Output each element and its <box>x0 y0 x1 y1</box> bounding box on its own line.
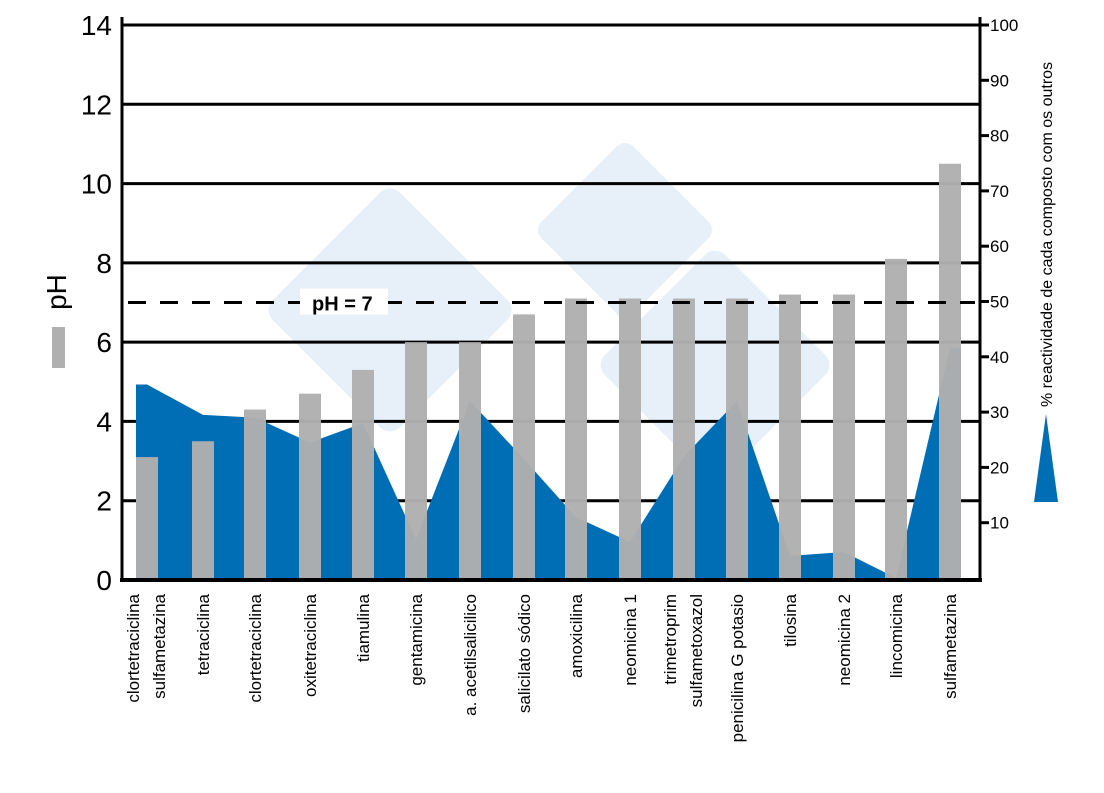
ph-bar <box>939 163 961 580</box>
category-label: neomicina 2 <box>835 594 854 686</box>
right-tick-label: 100 <box>990 16 1018 35</box>
ph-bar <box>779 294 801 580</box>
category-label: gentamicina <box>407 593 426 685</box>
category-label: oxitetraciclina <box>301 593 320 697</box>
left-tick-label: 12 <box>81 89 112 120</box>
ph7-label: pH = 7 <box>312 294 373 316</box>
right-tick-label: 70 <box>990 182 1009 201</box>
right-tick-label: 40 <box>990 348 1009 367</box>
ph-bar <box>244 409 266 580</box>
category-label: tetraciclina <box>194 593 213 675</box>
ph-bar <box>136 457 158 580</box>
right-tick-label: 10 <box>990 514 1009 533</box>
reactivity-legend-triangle <box>1034 414 1058 502</box>
left-tick-label: 10 <box>81 169 112 200</box>
category-label: tilosina <box>781 593 800 646</box>
reference-line: pH = 7 <box>128 288 975 316</box>
ph-bar <box>885 258 907 580</box>
ph-bar <box>833 294 855 580</box>
ph-bar <box>726 298 748 580</box>
ph-bar <box>459 342 481 580</box>
left-tick-label: 0 <box>96 565 112 596</box>
category-label: lincomicina <box>887 593 906 678</box>
right-axis-title: % reactividade de cada composto com os o… <box>1039 62 1056 407</box>
category-label: tiamulina <box>354 593 373 662</box>
legend: pH % reactividade de cada composto com os… <box>41 62 1058 502</box>
category-label: sulfametazina <box>941 593 960 698</box>
left-tick-label: 4 <box>96 406 112 437</box>
ph-bar <box>673 298 695 580</box>
category-labels: clortetraciclina sulfametazina tetraciclin… <box>124 593 960 742</box>
left-tick-label: 2 <box>96 486 112 517</box>
category-label: sulfametoxazol <box>687 594 706 707</box>
left-tick-label: 8 <box>96 248 112 279</box>
axes <box>120 17 982 582</box>
category-label: a. acetilsalicilico <box>461 594 480 716</box>
ph-bar <box>513 314 535 580</box>
category-label: sulfametazina <box>150 593 169 698</box>
ph-bar <box>405 342 427 580</box>
category-label: trimetroprim <box>661 594 680 685</box>
ph-bar <box>192 441 214 580</box>
category-label: neomicina 1 <box>621 594 640 686</box>
category-label: amoxicilina <box>567 593 586 678</box>
ph-bar <box>619 298 641 580</box>
left-tick-label: 6 <box>96 327 112 358</box>
category-label: salicilato sódico <box>515 594 534 713</box>
right-tick-label: 80 <box>990 127 1009 146</box>
tick-labels: 0 2 4 6 8 10 12 14 10 20 30 40 50 60 70 80 90 100 <box>81 10 1019 596</box>
ph-bar <box>299 393 321 580</box>
category-label: clortetraciclina <box>246 593 265 702</box>
right-tick-label: 50 <box>990 293 1009 312</box>
right-tick-label: 60 <box>990 237 1009 256</box>
ph-bar <box>352 369 374 580</box>
right-tick-label: 30 <box>990 403 1009 422</box>
reactivity-area-path <box>136 347 961 578</box>
left-axis-title: pH <box>41 274 72 310</box>
ph7-label-bg <box>300 288 388 315</box>
right-tick-label: 90 <box>990 71 1009 90</box>
ph-bar <box>565 298 587 580</box>
ph-legend-swatch <box>52 327 65 368</box>
reactivity-area <box>136 347 961 578</box>
ph-bars <box>136 163 961 580</box>
right-tick-label: 20 <box>990 458 1009 477</box>
category-label: penicilina G potasio <box>728 594 747 742</box>
category-label: clortetraciclina <box>124 593 143 702</box>
left-tick-label: 14 <box>81 10 112 41</box>
